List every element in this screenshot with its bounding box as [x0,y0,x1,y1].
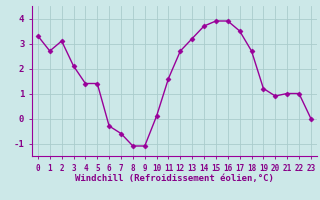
X-axis label: Windchill (Refroidissement éolien,°C): Windchill (Refroidissement éolien,°C) [75,174,274,183]
